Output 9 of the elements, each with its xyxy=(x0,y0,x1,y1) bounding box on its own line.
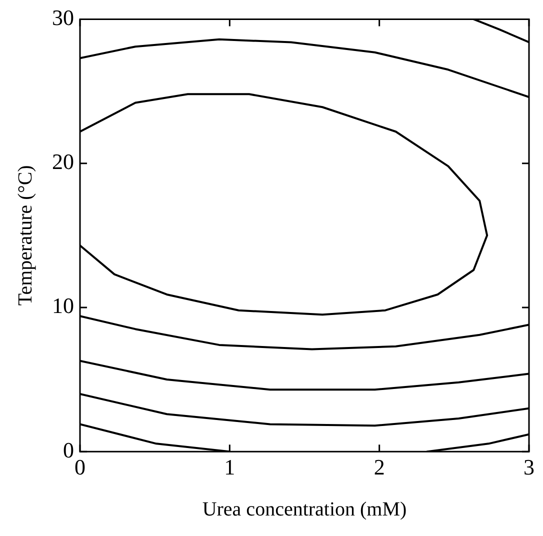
y-tick-label: 10 xyxy=(52,293,74,318)
y-tick-label: 30 xyxy=(52,4,74,30)
y-axis-title: Temperature (°C) xyxy=(14,165,36,306)
x-tick-label: 2 xyxy=(374,454,385,480)
x-tick-label: 1 xyxy=(224,454,236,480)
x-axis-title: Urea concentration (mM) xyxy=(202,498,407,520)
y-tick-label: 0 xyxy=(63,437,74,462)
x-tick-label: 3 xyxy=(524,454,534,480)
y-tick-label: 20 xyxy=(52,149,74,174)
